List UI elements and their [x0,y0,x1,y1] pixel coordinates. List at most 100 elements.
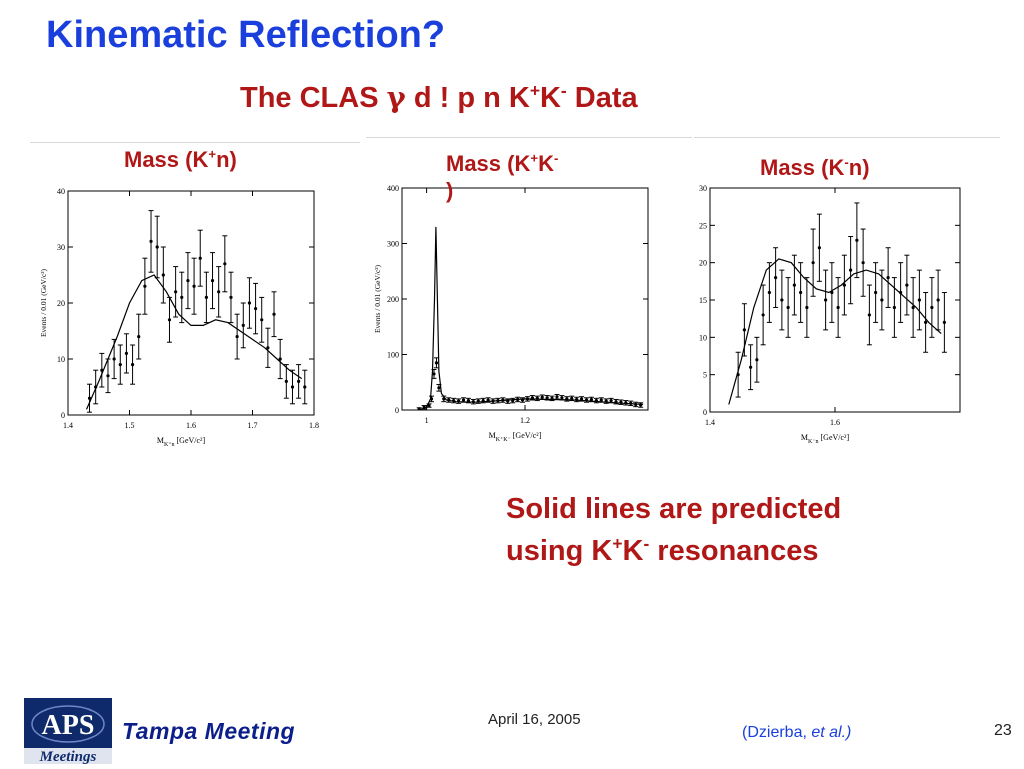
data-point [761,313,765,317]
data-point [911,305,915,310]
data-point [260,318,264,322]
data-point [874,290,878,295]
footer-reference: (Dzierba, et al.) [742,724,852,741]
caption-mass-kminus-n: Mass (K-n) [760,154,870,180]
data-point [579,397,584,401]
x-tick-label: 1.4 [705,418,715,427]
data-point [755,358,759,362]
data-point [786,305,790,310]
data-point [143,284,147,288]
caption-mass-kplus-n: Mass (K+n) [124,146,237,172]
data-point [130,363,135,367]
data-point [235,335,239,339]
data-point [867,313,871,317]
y-tick-label: 10 [699,333,707,342]
x-tick-label: 1.7 [248,421,258,430]
x-tick-label: 1.5 [125,421,135,430]
data-point [253,307,258,311]
data-point [824,298,828,302]
data-point [155,245,159,249]
data-point [936,298,940,302]
data-point [880,298,884,302]
y-tick-label: 20 [57,299,65,308]
y-tick-label: 0 [61,411,65,420]
data-point [555,395,559,399]
logo-text-bottom: Meetings [39,749,97,764]
data-point [434,361,439,365]
x-axis-label: MK⁻n [GeV/c²] [801,433,850,445]
y-tick-label: 30 [57,243,65,252]
data-point [836,305,840,310]
data-point [774,276,778,280]
prediction-curve [728,258,942,405]
data-point [589,397,594,402]
data-point [780,298,784,302]
footer-date: April 16, 2005 [488,711,581,728]
data-point [118,363,122,367]
prediction-curve [85,274,303,410]
y-tick-label: 400 [387,184,399,193]
chart-mass-kminus-n: 1.41.6051015202530Events / 0.01 (GeV/c²)… [699,184,961,445]
data-point [124,351,129,355]
x-tick-label: 1.2 [520,416,530,425]
plot-frame-kminus-n: 1.41.6051015202530Events / 0.01 (GeV/c²)… [694,137,1000,460]
data-point [930,305,934,310]
data-point [106,374,110,378]
prediction-curve [418,226,644,411]
data-point [192,284,196,288]
data-point [540,395,544,399]
data-point [767,290,771,295]
data-point [167,318,172,322]
plot-frame-kplus-n: 1.4 1.5 1.6 1.7 1.8 0 10 20 30 40 Events / 0.01 (G… [30,142,360,463]
y-tick-label: 15 [699,296,707,305]
x-tick-label: 1.6 [186,421,196,430]
data-point [742,328,746,332]
chart-mass-kplus-n: 1.4 1.5 1.6 1.7 1.8 0 10 20 30 40 Events / 0.01 (G… [39,187,319,448]
data-point [149,239,153,243]
data-point [112,357,116,361]
data-point [137,335,141,339]
data-point [749,365,753,369]
data-point [924,320,928,324]
data-point [432,372,436,376]
data-point [905,283,909,287]
y-tick-label: 25 [699,221,707,230]
caption-mass-kplus-kminus: Mass (K+K-) [446,150,559,203]
y-tick-label: 5 [703,371,707,380]
data-point [174,290,178,294]
data-point [849,268,853,272]
data-point [892,305,896,310]
data-point [241,323,245,327]
x-tick-label: 1.8 [309,421,319,430]
x-tick-label: 1 [425,416,429,425]
data-point [272,312,276,316]
plot-area-border [67,190,315,416]
data-point [886,276,890,280]
footer-meeting: Tampa Meeting [122,718,296,744]
plot-frame-kplus-kminus: 1 1.2 0 100 200 300 400 Events / 0.01 (GeV/c²) M… [366,137,692,460]
data-point [278,357,282,361]
y-tick-label: 100 [387,351,399,360]
y-tick-label: 30 [699,184,707,193]
slide-subtitle: The CLAS γ d ! p n K+K- Data [240,80,638,114]
data-point [842,283,846,287]
slide-title: Kinematic Reflection? [46,14,446,56]
data-point [223,262,227,266]
data-point [609,398,613,403]
data-point [799,290,803,295]
plot-area-border [401,187,649,411]
data-point [545,396,549,400]
y-axis-label: Events / 0.01 (GeV/c²) [39,268,48,337]
page-number: 23 [994,722,1012,739]
data-point [266,346,270,350]
aps-meetings-logo: APS Meetings [24,698,112,765]
data-point [217,290,221,294]
data-point [198,256,202,260]
data-point [180,295,184,299]
x-tick-label: 1.4 [63,421,73,430]
note-text: Solid lines are predicted using K+K- reso… [506,493,842,567]
chart-mass-kplus-kminus: 1 1.2 0 100 200 300 400 Events / 0.01 (GeV/c²) M… [373,184,649,443]
data-point [290,385,295,389]
y-tick-label: 0 [395,406,399,415]
data-point [229,295,233,299]
